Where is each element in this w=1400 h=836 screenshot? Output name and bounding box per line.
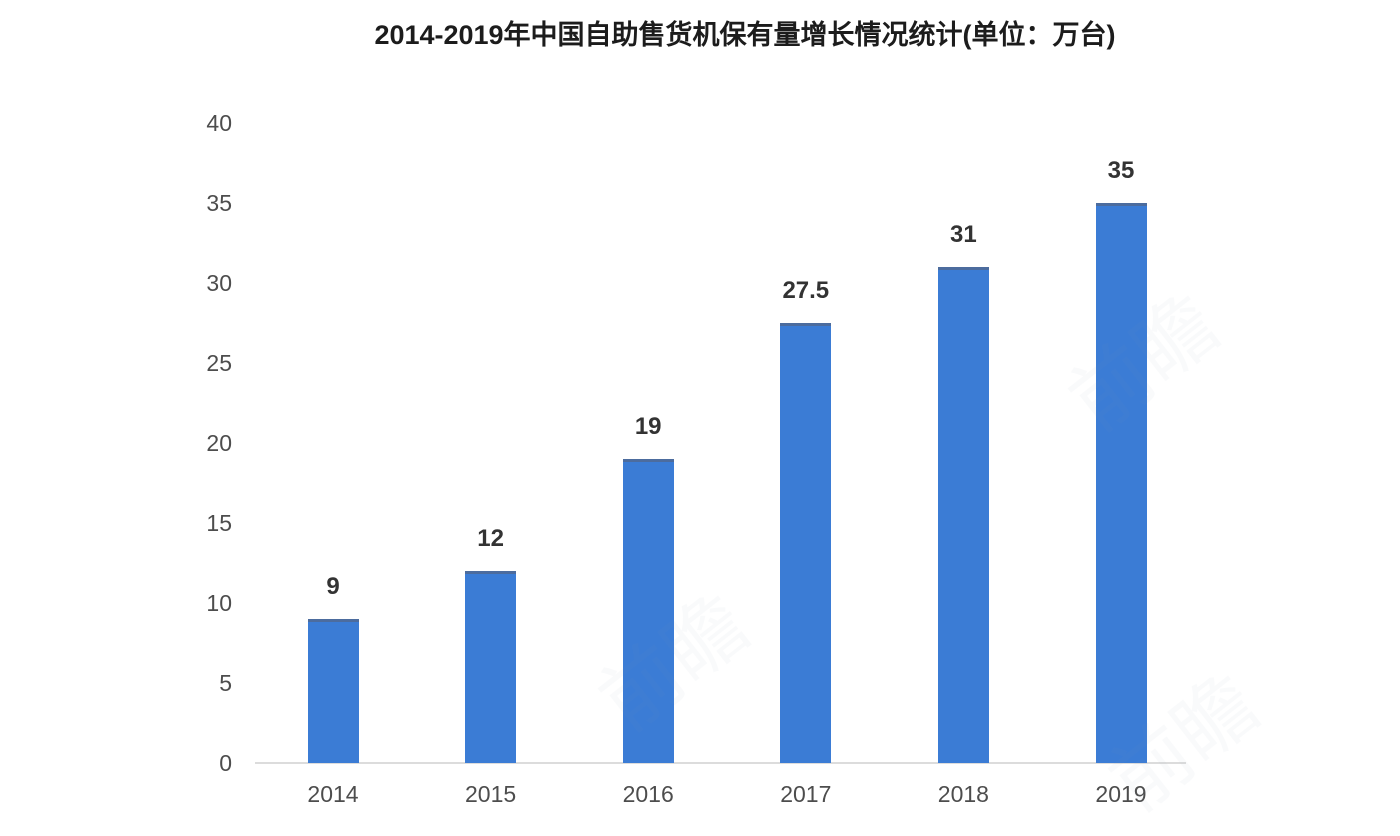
x-tick-label: 2016 <box>622 781 674 807</box>
x-tick-label: 2018 <box>937 781 989 807</box>
bar-2015 <box>465 571 517 763</box>
y-tick-label: 10 <box>206 590 232 616</box>
bar-value-label: 31 <box>950 221 977 248</box>
y-tick-label: 40 <box>206 110 232 136</box>
chart-title: 2014-2019年中国自助售货机保有量增长情况统计(单位：万台) <box>374 20 1116 50</box>
y-tick-label: 20 <box>206 430 232 456</box>
y-tick-label: 25 <box>206 350 232 376</box>
bar-2019 <box>1095 203 1147 763</box>
bar-2018 <box>937 267 989 763</box>
bar-2017 <box>780 323 832 763</box>
bar-2014 <box>307 619 359 763</box>
x-tick-label: 2014 <box>307 781 359 807</box>
bar-value-label: 12 <box>477 525 504 552</box>
bar-value-label: 27.5 <box>782 277 830 304</box>
x-axis-line <box>255 762 1186 764</box>
x-tick-label: 2015 <box>465 781 517 807</box>
y-tick-label: 35 <box>206 190 232 216</box>
y-tick-label: 0 <box>219 750 232 776</box>
x-tick-label: 2019 <box>1095 781 1147 807</box>
y-tick-label: 15 <box>206 510 232 536</box>
x-tick-label: 2017 <box>780 781 832 807</box>
y-tick-label: 5 <box>219 670 232 696</box>
bar-value-label: 19 <box>634 413 662 440</box>
bar-value-label: 9 <box>326 573 340 600</box>
bar-value-label: 35 <box>1107 157 1135 184</box>
bar-2016 <box>622 459 674 763</box>
y-tick-label: 30 <box>206 270 232 296</box>
